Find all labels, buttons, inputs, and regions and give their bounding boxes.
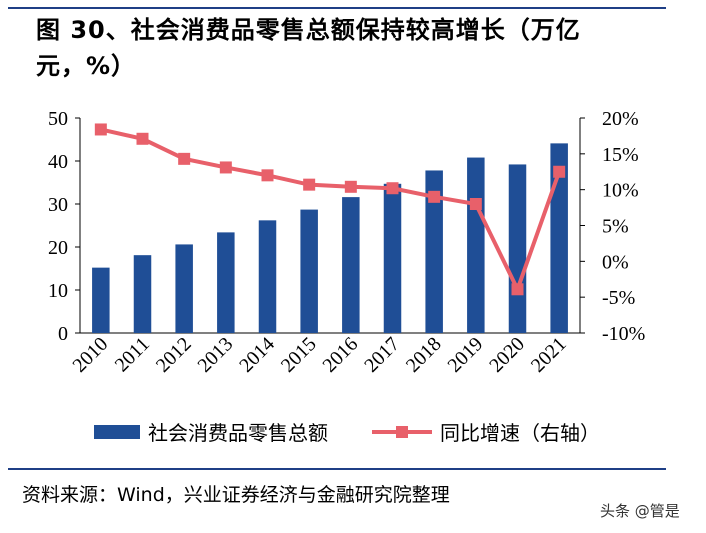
left-tick-label: 10 (48, 280, 68, 302)
right-tick-label: 5% (602, 216, 629, 238)
growth-line (100, 127, 562, 295)
right-tick-label: 0% (602, 251, 629, 273)
x-tick-label: 2013 (194, 333, 238, 377)
bar-2012 (175, 244, 193, 333)
x-tick-label: 2010 (69, 333, 113, 377)
x-tick-label: 2018 (402, 333, 446, 377)
growth-point-2015 (303, 178, 316, 191)
watermark: 头条 @管是 (600, 502, 680, 520)
left-tick-label: 30 (48, 194, 68, 216)
bottom-rule (8, 468, 666, 470)
bar-2020 (508, 164, 527, 333)
x-tick-label: 2016 (319, 333, 363, 377)
growth-point-2017 (386, 182, 399, 195)
legend-bar-label: 社会消费品零售总额 (148, 421, 328, 445)
bar-2017 (383, 183, 402, 333)
x-tick-label: 2011 (111, 333, 154, 376)
growth-point-2012 (178, 152, 191, 165)
growth-point-2019 (469, 198, 482, 210)
top-rule (8, 7, 666, 9)
left-tick-label: 50 (48, 108, 68, 130)
bar-2011 (133, 255, 152, 333)
right-tick-label: 10% (602, 180, 639, 202)
bar-2013 (217, 232, 235, 333)
growth-point-2021 (553, 165, 566, 178)
title-line-2: 元，%） (36, 52, 137, 80)
bar-2018 (425, 170, 443, 333)
bar-2021 (550, 143, 568, 333)
x-tick-label: 2021 (527, 333, 571, 377)
source-note: 资料来源：Wind，兴业证券经济与金融研究院整理 (22, 484, 450, 506)
bar-2014 (258, 220, 277, 333)
left-tick-label: 20 (48, 237, 68, 259)
legend-bar-swatch (94, 425, 140, 439)
x-tick-label: 2020 (485, 333, 529, 377)
left-tick-label: 0 (58, 323, 68, 345)
growth-point-2010 (94, 123, 107, 136)
right-tick-label: -5% (602, 287, 635, 309)
growth-point-2013 (219, 161, 232, 174)
growth-point-2016 (344, 180, 357, 193)
left-tick-label: 40 (48, 151, 68, 173)
growth-point-2020 (511, 283, 524, 296)
growth-point-2011 (136, 132, 149, 145)
right-tick-label: -10% (602, 323, 645, 345)
title-line-1: 图 30、社会消费品零售总额保持较高增长（万亿 (36, 16, 581, 44)
bar-2016 (342, 197, 360, 333)
growth-point-2014 (261, 169, 274, 182)
x-tick-label: 2012 (152, 333, 196, 377)
right-tick-label: 20% (602, 108, 639, 130)
legend-line-label: 同比增速（右轴） (440, 421, 600, 445)
x-tick-label: 2019 (444, 333, 488, 377)
x-tick-label: 2015 (277, 333, 321, 377)
bar-2010 (92, 267, 110, 333)
bar-2015 (300, 209, 318, 333)
right-tick-label: 15% (602, 144, 639, 166)
bar-2019 (467, 157, 485, 333)
x-tick-label: 2014 (235, 333, 279, 377)
growth-point-2018 (428, 190, 441, 203)
legend-line-marker (396, 426, 408, 438)
x-tick-label: 2017 (360, 333, 404, 377)
